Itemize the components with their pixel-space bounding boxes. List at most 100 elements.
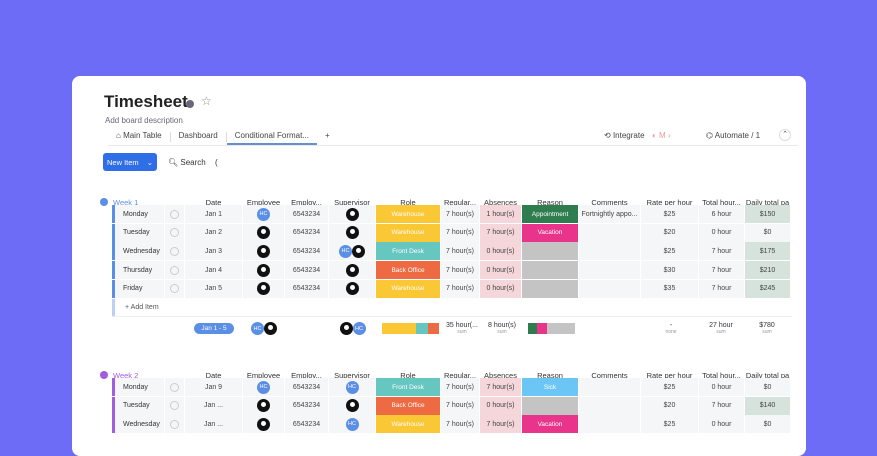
table-row[interactable]: Wednesday Jan ... 6543234 HC Warehouse 7… xyxy=(112,415,791,434)
daily-total-cell[interactable]: $0 xyxy=(745,378,791,396)
update-button[interactable] xyxy=(165,261,185,280)
avatar[interactable]: HC xyxy=(339,244,352,258)
update-button[interactable] xyxy=(165,415,185,434)
absences-cell[interactable]: 7 hour(s) xyxy=(480,415,522,434)
daily-total-cell[interactable]: $210 xyxy=(745,261,791,280)
rate-cell[interactable]: $20 xyxy=(641,396,699,415)
rate-cell[interactable]: $25 xyxy=(641,205,699,223)
avatar[interactable] xyxy=(345,226,359,240)
add-view-button[interactable]: + xyxy=(325,131,330,140)
avatar[interactable]: HC xyxy=(251,322,264,335)
reason-cell[interactable]: Vacation xyxy=(522,223,579,242)
avatar[interactable] xyxy=(257,226,270,240)
regular-hours-cell[interactable]: 7 hour(s) xyxy=(441,279,480,298)
rate-cell[interactable]: $20 xyxy=(641,223,699,242)
employee-id-cell[interactable]: 6543234 xyxy=(285,242,329,261)
employee-id-cell[interactable]: 6543234 xyxy=(285,205,329,223)
regular-hours-cell[interactable]: 7 hour(s) xyxy=(441,205,480,223)
role-cell[interactable]: Front Desk xyxy=(376,378,441,396)
item-name[interactable]: Friday xyxy=(115,279,165,298)
tab-main-table[interactable]: ⌂ Main Table xyxy=(108,128,170,145)
avatar[interactable]: HC xyxy=(352,322,366,335)
table-row[interactable]: Tuesday Jan 2 6543234 Warehouse 7 hour(s… xyxy=(112,223,791,242)
item-name[interactable]: Tuesday xyxy=(115,223,165,242)
supervisor-cell[interactable] xyxy=(329,396,376,415)
board-description[interactable]: Add board description xyxy=(105,116,183,125)
employee-cell[interactable] xyxy=(243,223,285,242)
employee-id-cell[interactable]: 6543234 xyxy=(285,378,329,396)
role-cell[interactable]: Back Office xyxy=(376,396,441,415)
total-hours-cell[interactable]: 0 hour xyxy=(699,415,745,434)
employee-cell[interactable] xyxy=(243,261,285,280)
column-header-role[interactable]: Role xyxy=(376,193,441,211)
employee-cell[interactable]: HC xyxy=(243,378,285,396)
item-name[interactable]: Tuesday xyxy=(115,396,165,415)
group-collapse-icon[interactable] xyxy=(100,371,108,379)
item-name[interactable]: Wednesday xyxy=(115,415,165,434)
employee-cell[interactable] xyxy=(243,415,285,434)
total-hours-cell[interactable]: 0 hour xyxy=(699,223,745,242)
date-cell[interactable]: Jan 4 xyxy=(185,261,243,280)
role-cell[interactable]: Warehouse xyxy=(376,279,441,298)
star-icon[interactable]: ☆ xyxy=(201,94,212,108)
add-item-button[interactable]: + Add Item xyxy=(115,298,160,316)
column-header-employee-id[interactable]: Employ... xyxy=(285,193,329,211)
role-cell[interactable]: Warehouse xyxy=(376,205,441,223)
avatar[interactable] xyxy=(257,399,270,413)
absences-cell[interactable]: 0 hour(s) xyxy=(480,396,522,415)
avatar[interactable] xyxy=(345,207,359,221)
avatar[interactable] xyxy=(339,322,353,335)
supervisor-cell[interactable] xyxy=(329,205,376,223)
date-cell[interactable]: Jan ... xyxy=(185,396,243,415)
absences-cell[interactable]: 0 hour(s) xyxy=(480,279,522,298)
reason-cell[interactable] xyxy=(522,396,579,415)
column-header-absences[interactable]: Absences xyxy=(480,193,522,211)
column-header-employee-id[interactable]: Employ... xyxy=(285,366,329,384)
avatar[interactable] xyxy=(345,282,359,296)
supervisor-cell[interactable] xyxy=(329,279,376,298)
search-button[interactable]: 🔍︎ Search xyxy=(168,158,206,167)
column-header-supervisor[interactable]: Supervisor xyxy=(329,366,376,384)
supervisor-cell[interactable] xyxy=(329,261,376,280)
rate-cell[interactable]: $35 xyxy=(641,279,699,298)
total-hours-cell[interactable]: 6 hour xyxy=(699,205,745,223)
daily-total-cell[interactable]: $140 xyxy=(745,396,791,415)
comments-cell[interactable] xyxy=(579,223,641,242)
role-cell[interactable]: Front Desk xyxy=(376,242,441,261)
date-cell[interactable]: Jan ... xyxy=(185,415,243,434)
absences-cell[interactable]: 7 hour(s) xyxy=(480,223,522,242)
employee-id-cell[interactable]: 6543234 xyxy=(285,396,329,415)
avatar[interactable] xyxy=(352,244,365,258)
regular-hours-cell[interactable]: 7 hour(s) xyxy=(441,378,480,396)
column-header-date[interactable]: Date xyxy=(185,366,243,384)
absences-cell[interactable]: 0 hour(s) xyxy=(480,242,522,261)
rate-cell[interactable]: $30 xyxy=(641,261,699,280)
regular-hours-cell[interactable]: 7 hour(s) xyxy=(441,242,480,261)
table-row[interactable]: Monday Jan 1 HC 6543234 Warehouse 7 hour… xyxy=(112,205,791,223)
avatar[interactable]: HC xyxy=(345,380,359,394)
item-name[interactable]: Wednesday xyxy=(115,242,165,261)
group-collapse-icon[interactable] xyxy=(100,198,108,206)
item-name[interactable]: Monday xyxy=(115,205,165,223)
date-range-badge[interactable]: Jan 1 - 5 xyxy=(194,323,234,334)
date-cell[interactable]: Jan 3 xyxy=(185,242,243,261)
total-hours-cell[interactable]: 7 hour xyxy=(699,261,745,280)
table-row[interactable]: Tuesday Jan ... 6543234 Back Office 7 ho… xyxy=(112,396,791,415)
supervisor-cell[interactable]: HC xyxy=(329,378,376,396)
comments-cell[interactable] xyxy=(579,242,641,261)
update-button[interactable] xyxy=(165,242,185,261)
rate-cell[interactable]: $25 xyxy=(641,378,699,396)
comments-cell[interactable] xyxy=(579,415,641,434)
role-cell[interactable]: Back Office xyxy=(376,261,441,280)
regular-hours-cell[interactable]: 7 hour(s) xyxy=(441,415,480,434)
column-header-role[interactable]: Role xyxy=(376,366,441,384)
avatar[interactable] xyxy=(257,244,270,258)
avatar[interactable]: HC xyxy=(345,417,359,431)
column-header-comments[interactable]: Comments xyxy=(579,193,641,211)
column-header-supervisor[interactable]: Supervisor xyxy=(329,193,376,211)
date-cell[interactable]: Jan 1 xyxy=(185,205,243,223)
rate-cell[interactable]: $25 xyxy=(641,415,699,434)
avatar[interactable] xyxy=(257,263,270,277)
column-header-date[interactable]: Date xyxy=(185,193,243,211)
employee-cell[interactable] xyxy=(243,279,285,298)
